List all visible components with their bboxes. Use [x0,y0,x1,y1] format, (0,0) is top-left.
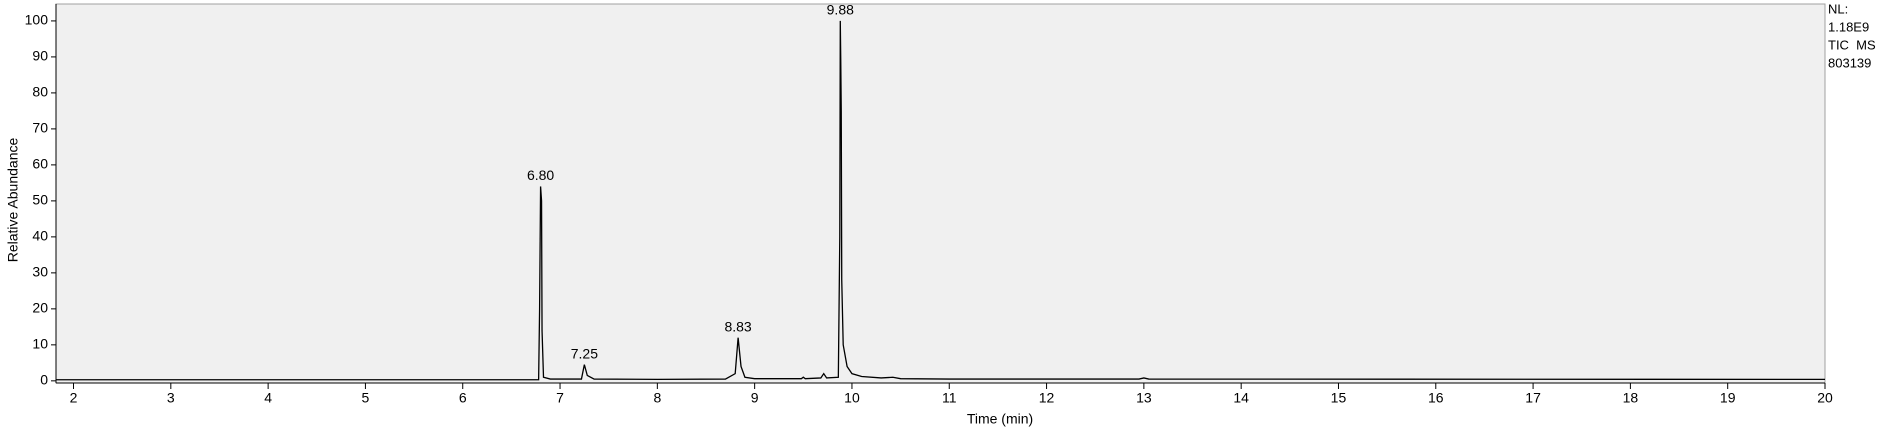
x-tick-label: 5 [362,390,370,406]
x-tick-label: 14 [1233,390,1249,406]
x-tick-label: 19 [1720,390,1736,406]
y-tick-label: 10 [32,336,48,352]
plot-area [55,3,1826,384]
y-tick-label: 90 [32,48,48,64]
x-tick-label: 11 [942,390,957,406]
y-tick-label: 30 [32,264,48,280]
side-label: NL: [1828,1,1848,16]
x-tick-label: 8 [653,390,661,406]
x-tick-label: 18 [1623,390,1639,406]
peak-label: 7.25 [571,345,598,361]
x-tick-label: 15 [1331,390,1347,406]
peak-label: 6.80 [527,167,554,183]
trace [56,20,1826,381]
y-tick-label: 0 [40,372,48,388]
side-label: 1.18E9 [1828,19,1869,34]
side-label: TIC MS [1828,37,1876,52]
x-tick-label: 3 [167,390,175,406]
y-tick-label: 70 [32,120,48,136]
y-tick-label: 100 [25,12,49,28]
x-tick-label: 7 [556,390,564,406]
x-tick-label: 13 [1136,390,1152,406]
y-tick-label: 20 [32,300,48,316]
y-tick-label: 80 [32,84,48,100]
peak-label: 8.83 [724,318,751,334]
y-tick-label: 40 [32,228,48,244]
x-tick-label: 16 [1428,390,1444,406]
x-tick-label: 2 [70,390,78,406]
x-tick-label: 6 [459,390,467,406]
x-tick-label: 17 [1525,390,1541,406]
y-tick-label: 60 [32,156,48,172]
x-axis-label: Time (min) [967,411,1033,427]
y-tick-label: 50 [32,192,48,208]
peak-label: 9.88 [827,2,854,18]
y-axis-label: Relative Abundance [5,138,21,263]
side-label: 803139 [1828,55,1871,70]
x-tick-label: 12 [1039,390,1055,406]
x-tick-label: 4 [264,390,272,406]
x-tick-label: 10 [844,390,860,406]
x-tick-label: 9 [751,390,759,406]
x-tick-label: 20 [1817,390,1833,406]
